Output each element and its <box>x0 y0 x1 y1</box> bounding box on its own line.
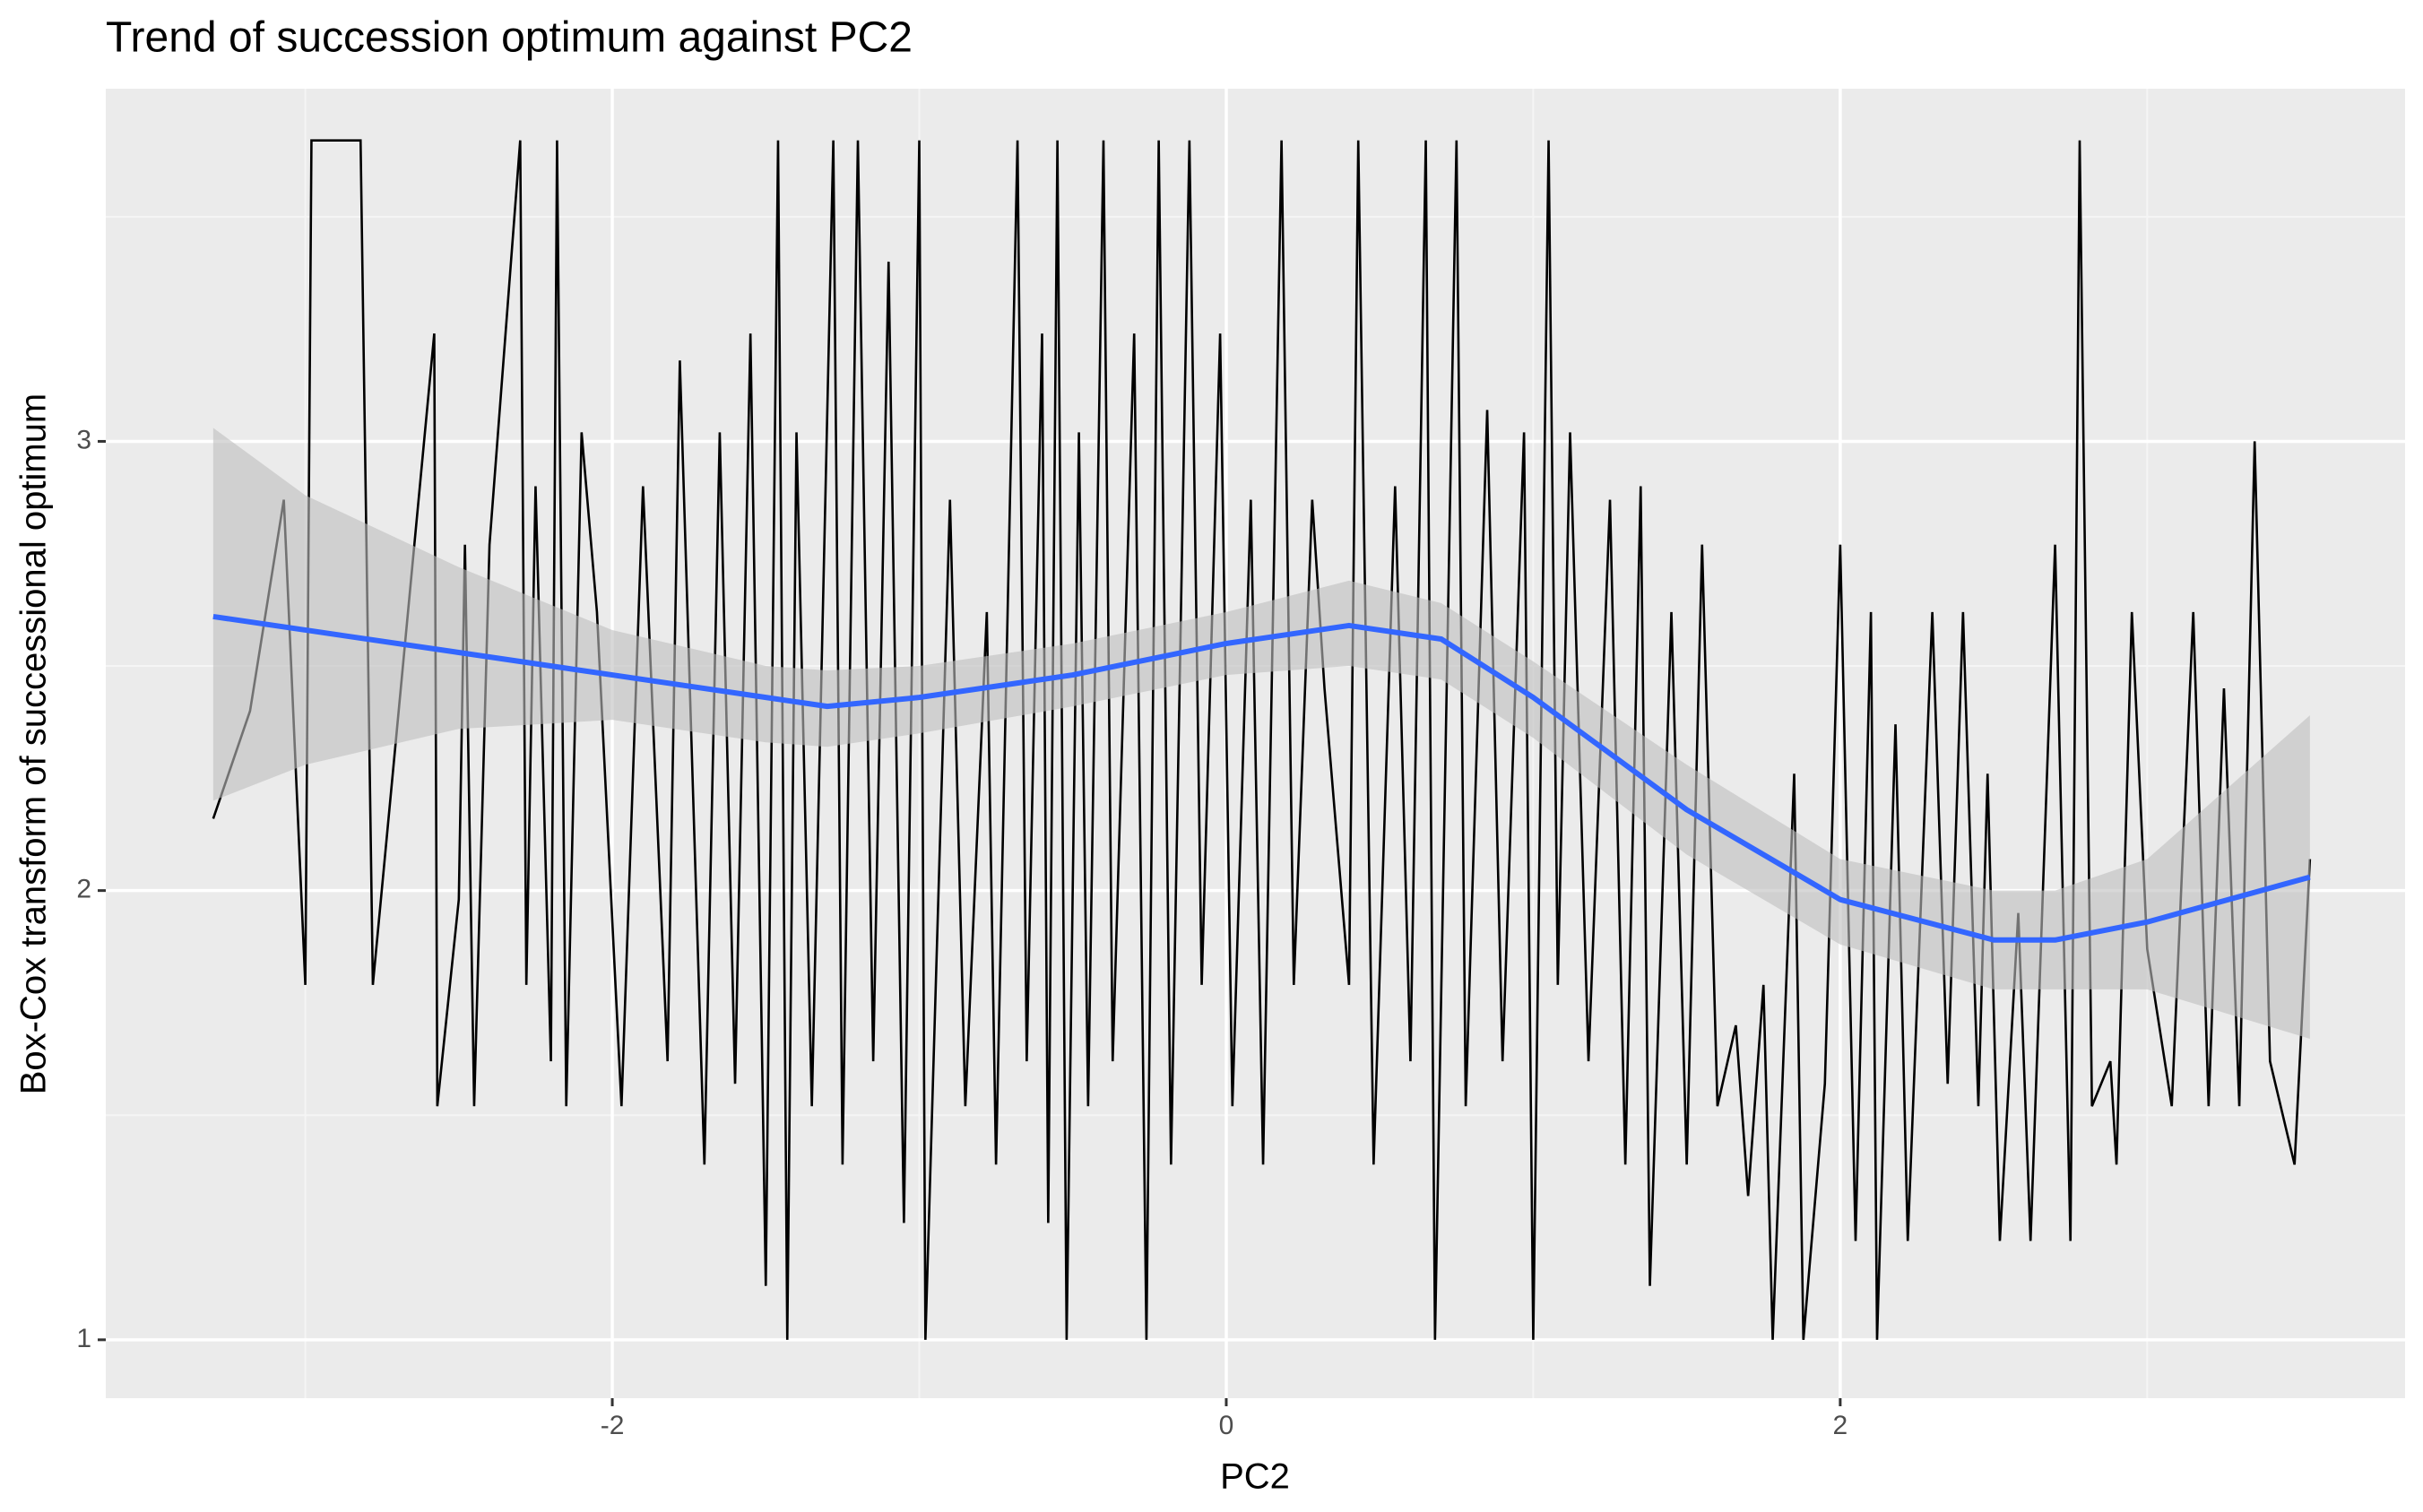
y-tick-label: 2 <box>76 875 91 904</box>
confidence-band <box>212 428 2310 1040</box>
y-tick-label: 3 <box>76 425 91 454</box>
chart-title: Trend of succession optimum against PC2 <box>106 14 913 62</box>
x-axis-label: PC2 <box>1220 1457 1290 1497</box>
x-tick-label: 2 <box>1833 1411 1848 1440</box>
x-tick-label: 0 <box>1219 1411 1234 1440</box>
data-line <box>212 139 2312 1340</box>
y-axis-label: Box-Cox transform of successional optimu… <box>14 393 54 1095</box>
x-tick-label: -2 <box>601 1411 625 1440</box>
smooth-line <box>212 613 2311 943</box>
y-tick-label: 1 <box>76 1324 91 1353</box>
